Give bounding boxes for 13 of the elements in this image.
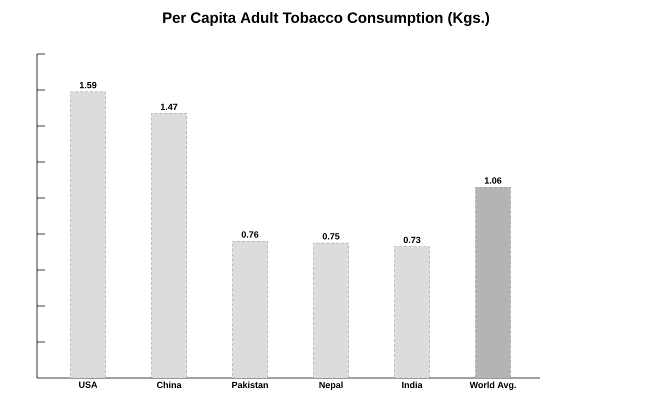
x-tick-label: World Avg.	[470, 382, 516, 390]
data-label: 1.59	[80, 82, 96, 88]
data-label: 0.73	[404, 236, 420, 244]
x-tick-label: Pakistan	[232, 382, 268, 388]
data-label: 1.06	[484, 177, 502, 184]
data-label: 1.47	[160, 104, 178, 110]
x-tick-label: India	[402, 382, 423, 388]
x-tick-label: Nepal	[319, 382, 343, 390]
chart-title: Per Capita Adult Tobacco Consumption (Kgs.)	[163, 12, 490, 26]
x-tick-label: USA	[79, 382, 98, 388]
x-tick-label: China	[156, 382, 182, 388]
data-label: 0.76	[242, 231, 258, 238]
data-label: 0.75	[322, 233, 340, 240]
